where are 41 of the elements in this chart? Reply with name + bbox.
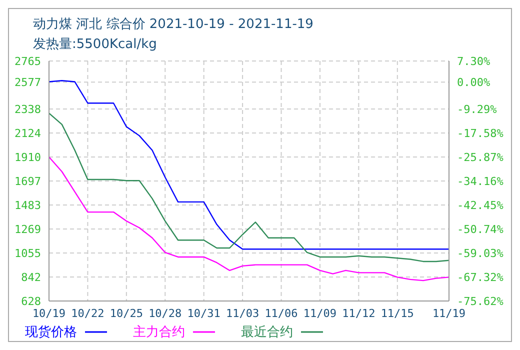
x-tick-label: 10/19 bbox=[32, 306, 66, 320]
y2-tick-label: -50.74% bbox=[457, 222, 504, 236]
y2-tick-label: 7.30% bbox=[457, 54, 490, 68]
chart-title: 动力煤 河北 综合价 2021-10-19 - 2021-11-19 bbox=[32, 16, 314, 33]
line-series bbox=[49, 156, 449, 282]
y-tick-label: 1910 bbox=[14, 150, 41, 164]
y2-tick-label: -17.58% bbox=[457, 126, 504, 140]
y-tick-label: 628 bbox=[21, 294, 41, 308]
y2-tick-label: 0.00% bbox=[457, 76, 490, 90]
x-tick-label: 11/09 bbox=[303, 306, 337, 320]
chart-subtitle: 发热量:5500Kcal/kg bbox=[32, 36, 158, 53]
y-tick-label: 2577 bbox=[14, 76, 41, 90]
line-series bbox=[49, 80, 449, 250]
x-tick-label: 11/12 bbox=[342, 306, 376, 320]
legend-label: 主力合约 bbox=[133, 324, 186, 341]
legend-label: 最近合约 bbox=[241, 324, 294, 341]
y-tick-label: 1269 bbox=[14, 222, 41, 236]
y-tick-label: 2124 bbox=[14, 126, 42, 140]
y2-tick-label: -34.16% bbox=[457, 174, 504, 188]
y2-tick-label: -59.03% bbox=[457, 246, 504, 260]
y-tick-label: 2765 bbox=[14, 54, 41, 68]
x-tick-label: 11/03 bbox=[226, 306, 260, 320]
x-tick-label: 11/19 bbox=[432, 306, 466, 320]
x-tick-label: 10/28 bbox=[148, 306, 182, 320]
x-tick-label: 10/31 bbox=[187, 306, 220, 320]
y2-tick-label: -25.87% bbox=[457, 150, 504, 164]
x-tick-label: 11/15 bbox=[380, 306, 414, 320]
y2-tick-label: -75.62% bbox=[457, 294, 504, 308]
y2-tick-label: -67.32% bbox=[457, 270, 504, 284]
legend-label: 现货价格 bbox=[25, 324, 78, 341]
y-tick-label: 2338 bbox=[14, 102, 41, 116]
x-tick-label: 11/06 bbox=[264, 306, 298, 320]
y-tick-label: 1697 bbox=[14, 174, 41, 188]
line-series bbox=[49, 112, 449, 262]
y2-tick-label: -42.45% bbox=[457, 198, 504, 212]
x-tick-label: 10/25 bbox=[110, 306, 143, 320]
y2-tick-label: -9.29% bbox=[457, 102, 498, 116]
y-tick-label: 1483 bbox=[14, 198, 41, 212]
y-tick-label: 1055 bbox=[14, 246, 41, 260]
x-tick-label: 10/22 bbox=[71, 306, 104, 320]
y-tick-label: 842 bbox=[21, 270, 41, 284]
